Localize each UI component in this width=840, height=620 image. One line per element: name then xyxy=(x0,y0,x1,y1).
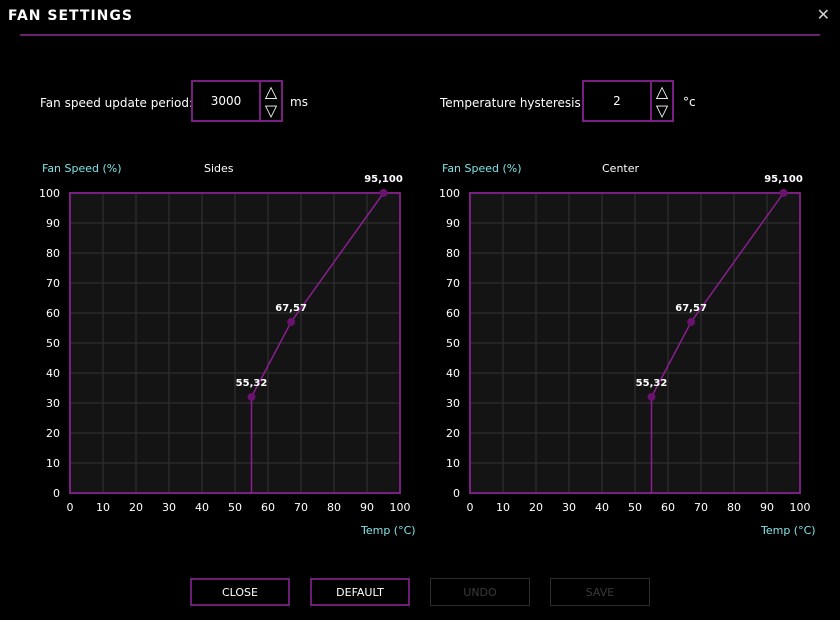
curve-point xyxy=(647,393,656,401)
y-tick-label: 0 xyxy=(453,487,460,500)
point-label: 55,32 xyxy=(636,378,668,389)
x-tick-label: 90 xyxy=(360,501,374,514)
close-icon[interactable]: ✕ xyxy=(816,5,830,24)
curve-point xyxy=(779,189,788,197)
x-tick-label: 100 xyxy=(790,501,811,514)
curve-point xyxy=(287,318,296,326)
x-tick-label: 90 xyxy=(760,501,774,514)
x-tick-label: 80 xyxy=(727,501,741,514)
chart-title: Center xyxy=(602,162,640,175)
x-axis-title: Temp (°C) xyxy=(361,524,416,537)
fan-curve-chart-center: Fan Speed (%) Center Temp (°C) 0 10 20 30 40… xyxy=(439,150,820,550)
hysteresis-stepper: 2 △ ▽ xyxy=(582,80,674,122)
y-axis-title: Fan Speed (%) xyxy=(42,162,122,175)
y-tick-label: 10 xyxy=(446,457,460,470)
x-tick-label: 80 xyxy=(327,501,341,514)
hysteresis-input[interactable]: 2 xyxy=(584,82,652,120)
y-tick-label: 20 xyxy=(446,427,460,440)
x-tick-label: 20 xyxy=(129,501,143,514)
y-tick-label: 20 xyxy=(46,427,60,440)
y-tick-label: 60 xyxy=(446,307,460,320)
hysteresis-arrows: △ ▽ xyxy=(652,82,672,120)
chart-title: Sides xyxy=(204,162,234,175)
update-period-unit: ms xyxy=(290,95,308,109)
point-label: 55,32 xyxy=(236,378,268,389)
point-label: 95,100 xyxy=(764,174,803,185)
y-tick-label: 80 xyxy=(46,247,60,260)
chart-plot: 0 10 20 30 40 50 60 70 80 90 100 0 10 20 30 40 50 60 70 80 9… xyxy=(39,174,411,514)
x-tick-label: 100 xyxy=(390,501,411,514)
y-tick-label: 60 xyxy=(46,307,60,320)
y-tick-label: 30 xyxy=(46,397,60,410)
curve-line xyxy=(650,192,785,493)
increment-icon[interactable]: △ xyxy=(264,82,278,101)
y-tick-label: 100 xyxy=(439,187,460,200)
update-period-stepper: 3000 △ ▽ xyxy=(191,80,283,122)
fan-curve-chart-sides: Fan Speed (%) Sides Temp (°C) 0 10 20 30 40 5… xyxy=(39,150,420,550)
window-title: FAN SETTINGS xyxy=(8,8,133,24)
y-tick-label: 10 xyxy=(46,457,60,470)
decrement-icon[interactable]: ▽ xyxy=(655,101,669,120)
y-tick-label: 80 xyxy=(446,247,460,260)
x-tick-label: 0 xyxy=(67,501,74,514)
x-tick-label: 60 xyxy=(261,501,275,514)
y-tick-label: 70 xyxy=(446,277,460,290)
update-period-arrows: △ ▽ xyxy=(261,82,281,120)
point-label: 67,57 xyxy=(275,303,307,314)
x-tick-label: 10 xyxy=(496,501,510,514)
y-tick-label: 70 xyxy=(46,277,60,290)
plot-border xyxy=(69,192,401,494)
default-button[interactable]: DEFAULT xyxy=(310,578,410,606)
update-period-input[interactable]: 3000 xyxy=(193,82,261,120)
y-tick-label: 40 xyxy=(446,367,460,380)
increment-icon[interactable]: △ xyxy=(655,82,669,101)
x-tick-label: 70 xyxy=(294,501,308,514)
x-tick-label: 0 xyxy=(467,501,474,514)
curve-point xyxy=(379,189,388,197)
y-tick-label: 100 xyxy=(39,187,60,200)
y-tick-label: 40 xyxy=(46,367,60,380)
x-axis-title: Temp (°C) xyxy=(761,524,816,537)
plot-border xyxy=(469,192,801,494)
y-tick-label: 30 xyxy=(446,397,460,410)
x-tick-label: 40 xyxy=(195,501,209,514)
x-tick-label: 40 xyxy=(595,501,609,514)
point-label: 67,57 xyxy=(675,303,707,314)
y-tick-label: 90 xyxy=(46,217,60,230)
x-tick-label: 70 xyxy=(694,501,708,514)
close-button[interactable]: CLOSE xyxy=(190,578,290,606)
y-tick-label: 90 xyxy=(446,217,460,230)
x-tick-label: 60 xyxy=(661,501,675,514)
y-axis-title: Fan Speed (%) xyxy=(442,162,522,175)
point-label: 95,100 xyxy=(364,174,403,185)
x-tick-label: 50 xyxy=(228,501,242,514)
update-period-label: Fan speed update period: xyxy=(40,96,194,110)
curve-point xyxy=(687,318,696,326)
hysteresis-unit: °c xyxy=(683,95,696,109)
y-tick-label: 50 xyxy=(46,337,60,350)
save-button[interactable]: SAVE xyxy=(550,578,650,606)
curve-point xyxy=(247,393,256,401)
y-tick-label: 50 xyxy=(446,337,460,350)
x-tick-label: 30 xyxy=(562,501,576,514)
undo-button[interactable]: UNDO xyxy=(430,578,530,606)
y-tick-label: 0 xyxy=(53,487,60,500)
x-tick-label: 20 xyxy=(529,501,543,514)
hysteresis-label: Temperature hysteresis: xyxy=(440,96,585,110)
chart-plot: 0 10 20 30 40 50 60 70 80 90 100 0 10 20 30 40 50 60 70 80 9… xyxy=(439,174,811,514)
x-tick-label: 30 xyxy=(162,501,176,514)
x-tick-label: 10 xyxy=(96,501,110,514)
curve-line xyxy=(250,192,385,493)
title-divider xyxy=(20,34,820,36)
x-tick-label: 50 xyxy=(628,501,642,514)
decrement-icon[interactable]: ▽ xyxy=(264,101,278,120)
